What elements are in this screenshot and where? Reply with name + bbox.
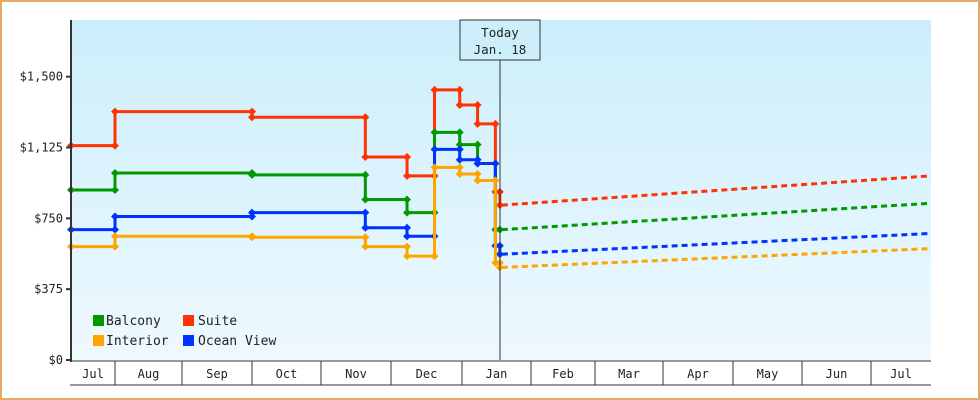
legend-item-suite: Suite [198,314,237,329]
x-tick-label: Nov [345,367,367,381]
legend-swatch-ocean-view [183,335,194,346]
x-tick-label: Jun [826,367,848,381]
series-interior [67,163,932,272]
legend-item-ocean-view: Ocean View [198,334,276,349]
legend-swatch-suite [183,315,194,326]
x-tick-label: Oct [276,367,298,381]
legend-swatch-balcony [93,315,104,326]
legend-swatch-interior [93,335,104,346]
x-tick-label: Jul [82,367,104,381]
x-tick-label: Apr [687,367,709,381]
legend-item-interior: Interior [106,334,169,349]
x-tick-label: Jul [890,367,912,381]
legend-item-balcony: Balcony [106,314,161,329]
today-label: Today [481,25,519,40]
y-tick-label: $0 [49,353,63,367]
x-tick-label: Dec [416,367,438,381]
legend: Balcony Suite Interior Ocean View [93,314,276,349]
y-tick-label: $1,125 [20,141,63,155]
x-tick-label: May [757,367,779,381]
y-tick-label: $750 [34,211,63,225]
series-layer [67,85,932,272]
today-date: Jan. 18 [474,42,527,57]
x-tick-label: Sep [206,367,228,381]
x-tick-label: Jan [486,367,508,381]
y-tick-label: $1,500 [20,70,63,84]
x-tick-label: Aug [138,367,160,381]
x-tick-label: Feb [552,367,574,381]
today-marker: Today Jan. 18 [459,19,541,360]
x-tick-label: Mar [618,367,640,381]
y-axis-ticks: $0 $375 $750 $1,125 $1,500 [20,70,71,367]
y-tick-label: $375 [34,282,63,296]
x-axis: Jul Aug Sep Oct Nov Dec Jan Feb Mar Apr May Jun Jul [70,360,931,386]
